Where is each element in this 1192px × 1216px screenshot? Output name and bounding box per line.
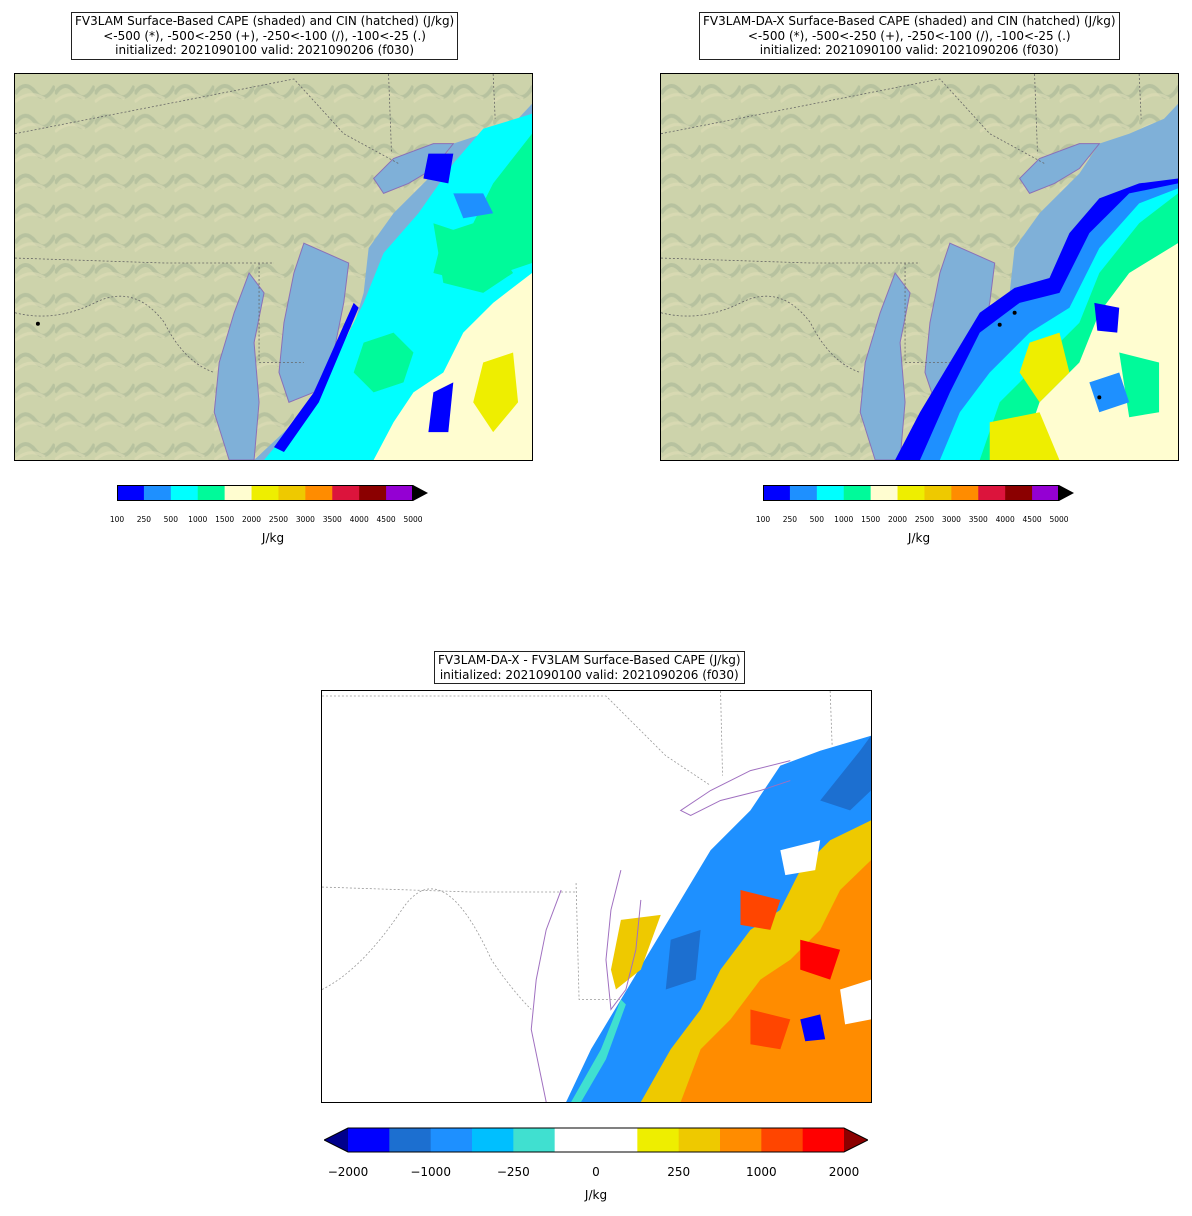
panel1-colorbar xyxy=(117,485,429,501)
colorbar-extend-arrow xyxy=(1059,485,1074,501)
colorbar-tick-label: 4000 xyxy=(349,515,369,524)
colorbar-segment xyxy=(143,485,172,501)
panel2-title-line1: FV3LAM-DA-X Surface-Based CAPE (shaded) … xyxy=(703,14,1116,28)
colorbar-segment xyxy=(897,485,925,501)
colorbar-segment xyxy=(763,485,791,501)
colorbar-segment xyxy=(924,485,952,501)
colorbar-segment xyxy=(678,1128,721,1152)
colorbar-tick-label: 2000 xyxy=(241,515,262,524)
colorbar-tick-label: 1000 xyxy=(188,515,208,524)
colorbar-tick-label: 2000 xyxy=(887,515,908,524)
panel3-title-line2: initialized: 2021090100 valid: 202109020… xyxy=(439,667,739,682)
colorbar-segment xyxy=(596,1128,638,1152)
colorbar-tick-label: 100 xyxy=(755,515,771,524)
colorbar-segment xyxy=(951,485,979,501)
colorbar-segment xyxy=(251,485,279,501)
panel2-title: FV3LAM-DA-X Surface-Based CAPE (shaded) … xyxy=(699,12,1120,60)
colorbar-tick-label: 4500 xyxy=(1022,515,1042,524)
colorbar-segment xyxy=(472,1128,514,1152)
colorbar-segment xyxy=(870,485,899,501)
panel2-colorbar xyxy=(763,485,1075,501)
colorbar-segment xyxy=(332,485,360,501)
colorbar-tick-label: 1500 xyxy=(861,515,881,524)
colorbar-segment xyxy=(802,1128,845,1152)
panel1-title-line3: initialized: 2021090100 valid: 202109020… xyxy=(115,43,415,57)
colorbar-tick-label: 2500 xyxy=(268,515,288,524)
colorbar-segment xyxy=(720,1128,762,1152)
colorbar-segment xyxy=(816,485,845,501)
colorbar-tick-label: 0 xyxy=(592,1165,600,1179)
colorbar-tick-label: 5000 xyxy=(403,515,423,524)
colorbar-tick-label: −2000 xyxy=(327,1165,369,1179)
colorbar-extend-low xyxy=(324,1128,348,1152)
panel2-map xyxy=(660,73,1179,461)
colorbar-tick-label: 3500 xyxy=(322,515,342,524)
colorbar-tick-label: −250 xyxy=(496,1165,530,1179)
colorbar-segment xyxy=(1005,485,1033,501)
panel1-title-line2: <-500 (*), -500<-250 (+), -250<-100 (/),… xyxy=(103,28,426,43)
colorbar-tick-label: 4000 xyxy=(995,515,1015,524)
panel2-title-line2: <-500 (*), -500<-250 (+), -250<-100 (/),… xyxy=(747,28,1071,43)
colorbar-segment xyxy=(637,1128,680,1152)
colorbar-tick-label: 5000 xyxy=(1049,515,1069,524)
colorbar-segment xyxy=(1032,485,1060,501)
panel1-map xyxy=(14,73,533,461)
colorbar-segment xyxy=(170,485,199,501)
colorbar-segment xyxy=(305,485,333,501)
panel3-colorbar-unit: J/kg xyxy=(584,1188,608,1202)
colorbar-segment xyxy=(789,485,818,501)
panel3-title: FV3LAM-DA-X - FV3LAM Surface-Based CAPE … xyxy=(434,651,745,684)
colorbar-tick-label: 250 xyxy=(782,515,798,524)
colorbar-segment xyxy=(978,485,1006,501)
colorbar-tick-label: 250 xyxy=(667,1165,691,1179)
colorbar-tick-label: 100 xyxy=(109,515,125,524)
colorbar-tick-label: 1000 xyxy=(834,515,854,524)
colorbar-tick-label: 1000 xyxy=(746,1165,777,1179)
colorbar-tick-label: 500 xyxy=(163,515,178,524)
panel2-title-line3: initialized: 2021090100 valid: 202109020… xyxy=(759,43,1059,57)
colorbar-segment xyxy=(197,485,226,501)
colorbar-segment xyxy=(430,1128,473,1152)
colorbar-segment xyxy=(386,485,414,501)
colorbar-tick-label: 1500 xyxy=(215,515,235,524)
colorbar-tick-label: 2500 xyxy=(914,515,934,524)
colorbar-extend-arrow xyxy=(413,485,428,501)
colorbar-tick-label: 500 xyxy=(809,515,824,524)
colorbar-tick-label: 2000 xyxy=(828,1165,860,1179)
colorbar-segment xyxy=(359,485,387,501)
colorbar-segment xyxy=(348,1128,390,1152)
colorbar-tick-label: 3500 xyxy=(968,515,988,524)
colorbar-tick-label: 250 xyxy=(136,515,152,524)
panel3-map xyxy=(321,690,872,1103)
colorbar-segment xyxy=(389,1128,432,1152)
panel3-colorbar xyxy=(322,1127,870,1153)
panel1-title-line1: FV3LAM Surface-Based CAPE (shaded) and C… xyxy=(75,14,455,28)
colorbar-segment xyxy=(843,485,872,501)
colorbar-segment xyxy=(117,485,145,501)
panel1-title: FV3LAM Surface-Based CAPE (shaded) and C… xyxy=(71,12,459,60)
colorbar-segment xyxy=(761,1128,804,1152)
colorbar-tick-label: 3000 xyxy=(941,515,961,524)
colorbar-tick-label: −1000 xyxy=(410,1165,451,1179)
colorbar-tick-label: 3000 xyxy=(295,515,315,524)
colorbar-segment xyxy=(278,485,306,501)
panel1-colorbar-unit: J/kg xyxy=(261,531,285,545)
colorbar-segment xyxy=(554,1128,597,1152)
panel3-title-line1: FV3LAM-DA-X - FV3LAM Surface-Based CAPE … xyxy=(438,653,741,667)
colorbar-segment xyxy=(224,485,253,501)
colorbar-extend-high xyxy=(844,1128,868,1152)
colorbar-tick-label: 4500 xyxy=(376,515,396,524)
panel2-colorbar-unit: J/kg xyxy=(907,531,931,545)
colorbar-segment xyxy=(513,1128,556,1152)
